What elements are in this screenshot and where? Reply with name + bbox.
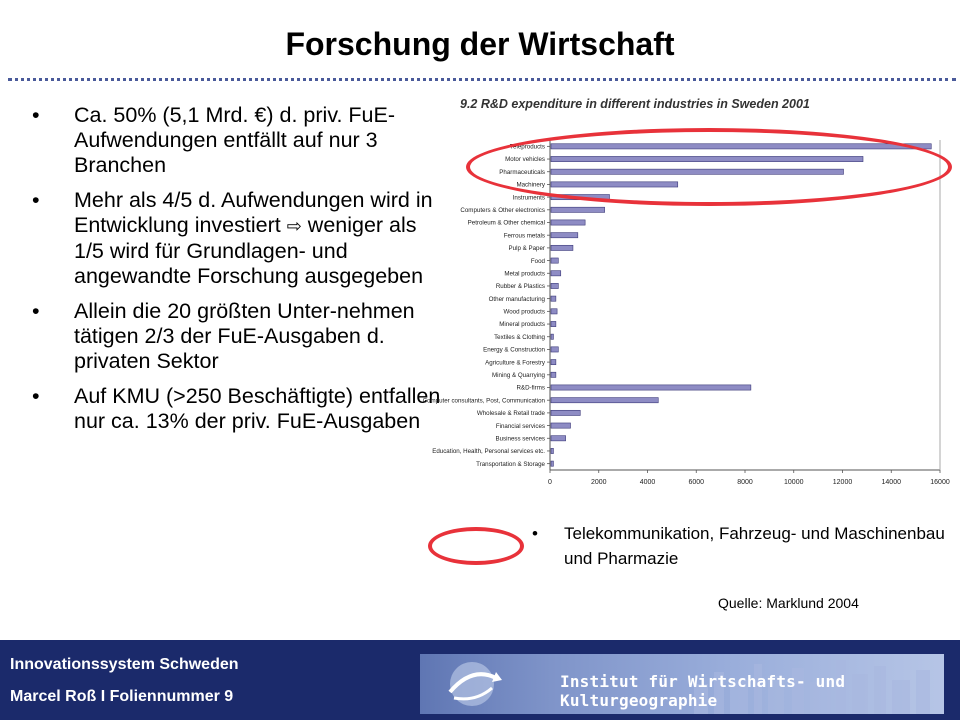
category-label-8: Pulp & Paper [509,245,545,252]
footer-bar: Innovationssystem Schweden Marcel Roß I … [0,640,960,720]
bullet-item: • Allein die 20 größten Unter-nehmen tät… [32,299,442,374]
category-label-22: Financial services [496,423,545,430]
bar-8 [550,244,574,251]
bullet-item: • Mehr als 4/5 d. Aufwendungen wird in E… [32,188,442,289]
category-label-16: Energy & Construction [483,347,545,354]
bullet-text: Allein die 20 größten Unter-nehmen tätig… [74,299,415,373]
bar-10 [550,270,562,277]
bullet-item: • Auf KMU (>250 Beschäftigte) entfallen … [32,384,442,434]
bullet-item: • Ca. 50% (5,1 Mrd. €) d. priv. FuE-Aufw… [32,103,442,178]
x-tick-label-3: 6000 [688,479,704,486]
x-tick-label-6: 12000 [833,479,853,486]
category-label-15: Textiles & Clothing [494,334,545,341]
category-label-23: Business services [495,435,545,442]
category-label-9: Food [531,258,546,265]
arrow-icon: ⇨ [286,216,302,236]
category-label-21: Wholesale & Retail trade [477,410,546,417]
bar-11 [550,283,559,289]
bar-20 [550,397,659,404]
category-label-25: Transportation & Storage [476,461,545,468]
source-citation: Quelle: Marklund 2004 [718,595,859,611]
x-tick-label-4: 8000 [737,479,753,486]
highlight-ellipse-top-branches [466,128,952,206]
institute-banner: Institut für Wirtschafts- und Kulturgeog… [420,654,944,714]
category-label-10: Metal products [504,270,545,277]
skyline-graphic [694,660,930,714]
category-label-17: Agriculture & Forestry [485,359,546,366]
category-label-6: Petroleum & Other chemical [468,220,545,227]
footer-author-slide-number: Marcel Roß I Foliennummer 9 [10,688,234,705]
institute-logo-icon [448,662,502,706]
x-tick-label-7: 14000 [882,479,902,486]
bar-13 [550,308,558,315]
bullet-list: • Ca. 50% (5,1 Mrd. €) d. priv. FuE-Aufw… [32,103,442,444]
bar-21 [550,409,581,416]
bar-17 [550,359,557,366]
bullet-dot: • [32,299,40,323]
bar-9 [550,257,559,264]
bar-22 [550,422,571,429]
category-label-19: R&D-firms [516,385,545,392]
category-label-13: Wood products [503,309,545,316]
chart-title: 9.2 R&D expenditure in different industr… [460,97,810,111]
highlight-ellipse-note [428,527,524,565]
bar-18 [550,371,557,378]
bar-5 [550,206,605,213]
bar-14 [550,321,557,327]
x-tick-label-8: 16000 [930,479,950,486]
bullet-dot: • [32,188,40,212]
bar-12 [550,295,557,302]
bullet-dot: • [32,103,40,127]
bullet-text: Ca. 50% (5,1 Mrd. €) d. priv. FuE-Aufwen… [74,103,396,177]
category-label-18: Mining & Quarrying [492,372,546,379]
category-label-12: Other manufacturing [489,296,546,303]
x-tick-label-0: 0 [548,479,552,486]
bar-25 [550,460,554,467]
bullet-text: Auf KMU (>250 Beschäftigte) entfallen nu… [74,384,441,433]
bullet-text: Mehr als 4/5 d. Aufwendungen wird in Ent… [74,188,433,237]
footer-presentation-title: Innovationssystem Schweden [10,656,239,673]
x-tick-label-1: 2000 [591,479,607,486]
slide-title: Forschung der Wirtschaft [285,26,675,62]
x-tick-label-5: 10000 [784,479,804,486]
bar-6 [550,219,586,226]
bullet-dot: • [32,384,40,408]
category-label-14: Mineral products [499,321,545,328]
bar-16 [550,346,559,353]
x-tick-label-2: 4000 [640,479,656,486]
note-bullet: • Telekommunikation, Fahrzeug- und Masch… [532,521,952,571]
category-label-20: Computer consultants, Post, Communicatio… [423,397,546,404]
category-label-11: Rubber & Plastics [496,283,545,290]
category-label-5: Computers & Other electronics [460,207,545,214]
institute-name: Institut für Wirtschafts- und Kulturgeog… [560,672,846,710]
note-text: Telekommunikation, Fahrzeug- und Maschin… [564,524,945,568]
bullet-text-continued: weniger als 1/5 wird für Grundlagen- und… [74,213,424,288]
bar-24 [550,448,554,454]
category-label-4: Instruments [513,194,545,201]
bar-15 [550,333,554,340]
bar-23 [550,435,566,442]
title-divider [8,78,956,81]
bar-19 [550,384,752,391]
bar-7 [550,232,579,239]
category-label-24: Education, Health, Personal services etc… [432,448,545,455]
category-label-7: Ferrous metals [504,232,545,239]
bullet-dot: • [532,524,538,543]
